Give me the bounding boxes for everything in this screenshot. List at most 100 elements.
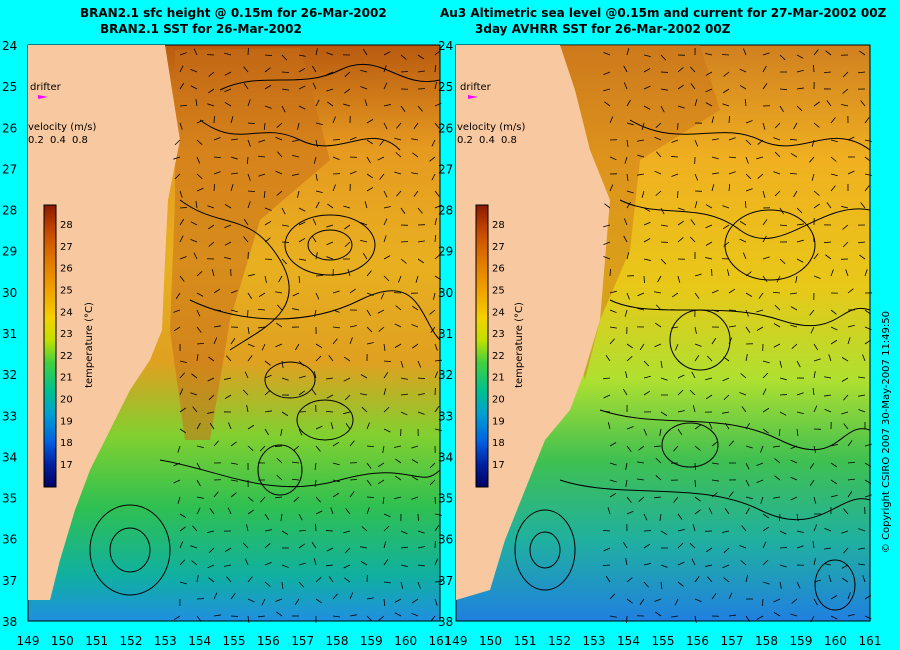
velocity-arrow bbox=[824, 547, 832, 550]
velocity-arrow bbox=[677, 581, 684, 587]
velocity-arrow bbox=[196, 187, 204, 192]
lat-tick-label: 38 bbox=[438, 615, 453, 629]
velocity-arrow bbox=[264, 410, 272, 413]
velocity-arrow bbox=[691, 371, 696, 379]
velocity-arrow bbox=[417, 258, 425, 264]
velocity-arrow bbox=[330, 422, 334, 430]
velocity-arrow bbox=[315, 139, 318, 147]
velocity-arrow bbox=[796, 428, 799, 436]
colorbar-tick-label: 17 bbox=[60, 460, 73, 471]
velocity-arrow bbox=[411, 459, 419, 464]
velocity-arrow bbox=[326, 224, 334, 228]
velocity-arrow bbox=[179, 513, 187, 518]
velocity-arrow bbox=[728, 183, 731, 192]
velocity-arrow bbox=[344, 88, 351, 94]
velocity-arrow bbox=[762, 513, 770, 519]
velocity-arrow bbox=[643, 221, 651, 226]
velocity-arrow bbox=[224, 241, 232, 246]
velocity-arrow bbox=[711, 289, 719, 294]
velocity-arrow bbox=[276, 190, 283, 196]
velocity-arrow bbox=[779, 360, 783, 368]
velocity-arrow bbox=[343, 103, 351, 107]
velocity-arrow bbox=[325, 410, 334, 413]
velocity-arrow bbox=[847, 324, 855, 328]
velocity-arrow bbox=[677, 374, 685, 379]
velocity-arrow bbox=[841, 205, 849, 209]
velocity-arrow bbox=[298, 581, 305, 588]
velocity-arrow bbox=[314, 462, 317, 470]
velocity-arrow bbox=[790, 476, 798, 481]
velocity-arrow bbox=[196, 422, 201, 430]
velocity-arrow bbox=[360, 393, 368, 396]
velocity-arrow bbox=[190, 392, 198, 396]
velocity-arrow bbox=[429, 462, 436, 469]
velocity-arrow bbox=[431, 139, 436, 147]
velocity-arrow bbox=[773, 343, 781, 348]
velocity-arrow bbox=[247, 273, 255, 277]
velocity-arrow bbox=[344, 71, 351, 78]
velocity-arrow bbox=[383, 343, 386, 351]
lon-tick-label: 161 bbox=[429, 634, 452, 648]
velocity-arrow bbox=[813, 445, 816, 453]
velocity-arrow bbox=[179, 581, 187, 585]
left-velocity-scale-1: 0.2 bbox=[28, 135, 44, 146]
colorbar-tick-label: 24 bbox=[492, 307, 505, 318]
velocity-arrow bbox=[813, 598, 818, 606]
velocity-arrow bbox=[281, 411, 289, 417]
velocity-arrow bbox=[411, 612, 419, 617]
velocity-arrow bbox=[609, 479, 617, 483]
velocity-arrow bbox=[209, 508, 215, 515]
lon-tick-label: 157 bbox=[291, 634, 314, 648]
velocity-arrow bbox=[411, 476, 419, 481]
velocity-arrow bbox=[654, 343, 662, 348]
velocity-arrow bbox=[728, 137, 736, 141]
velocity-arrow bbox=[208, 356, 215, 362]
velocity-arrow bbox=[258, 326, 266, 329]
velocity-arrow bbox=[260, 496, 266, 503]
velocity-arrow bbox=[377, 462, 385, 468]
velocity-arrow bbox=[603, 410, 611, 413]
velocity-arrow bbox=[366, 309, 372, 317]
velocity-arrow bbox=[812, 388, 815, 396]
velocity-arrow bbox=[790, 613, 798, 617]
velocity-arrow bbox=[196, 173, 203, 179]
velocity-arrow bbox=[400, 581, 404, 589]
velocity-arrow bbox=[366, 139, 374, 145]
velocity-arrow bbox=[230, 309, 238, 313]
velocity-arrow bbox=[332, 441, 340, 447]
right-colorbar bbox=[475, 204, 489, 488]
velocity-arrow bbox=[417, 105, 423, 112]
colorbar-tick-label: 18 bbox=[492, 438, 505, 449]
velocity-arrow bbox=[762, 541, 767, 549]
velocity-arrow bbox=[413, 190, 419, 197]
colorbar-tick-label: 27 bbox=[492, 242, 505, 253]
velocity-arrow bbox=[694, 598, 702, 603]
velocity-arrow bbox=[826, 202, 832, 209]
velocity-arrow bbox=[366, 445, 375, 448]
velocity-arrow bbox=[213, 171, 221, 175]
velocity-arrow bbox=[773, 598, 781, 603]
velocity-arrow bbox=[264, 67, 271, 73]
velocity-arrow bbox=[623, 65, 628, 73]
velocity-arrow bbox=[247, 598, 255, 603]
velocity-arrow bbox=[400, 105, 406, 112]
velocity-arrow bbox=[224, 88, 232, 93]
velocity-arrow bbox=[756, 309, 764, 313]
velocity-arrow bbox=[609, 593, 616, 600]
velocity-arrow bbox=[728, 156, 737, 159]
velocity-arrow bbox=[413, 122, 419, 129]
velocity-arrow bbox=[411, 598, 419, 604]
velocity-arrow bbox=[361, 406, 368, 413]
velocity-arrow bbox=[246, 156, 249, 165]
velocity-arrow bbox=[434, 234, 437, 243]
velocity-arrow bbox=[259, 445, 266, 452]
velocity-arrow bbox=[208, 241, 215, 247]
velocity-arrow bbox=[677, 428, 683, 436]
velocity-arrow bbox=[400, 411, 408, 416]
velocity-arrow bbox=[382, 445, 385, 453]
velocity-arrow bbox=[258, 173, 266, 177]
velocity-arrow bbox=[179, 275, 185, 282]
lat-tick-label: 29 bbox=[2, 245, 17, 259]
velocity-arrow bbox=[224, 102, 232, 107]
velocity-arrow bbox=[383, 428, 391, 433]
